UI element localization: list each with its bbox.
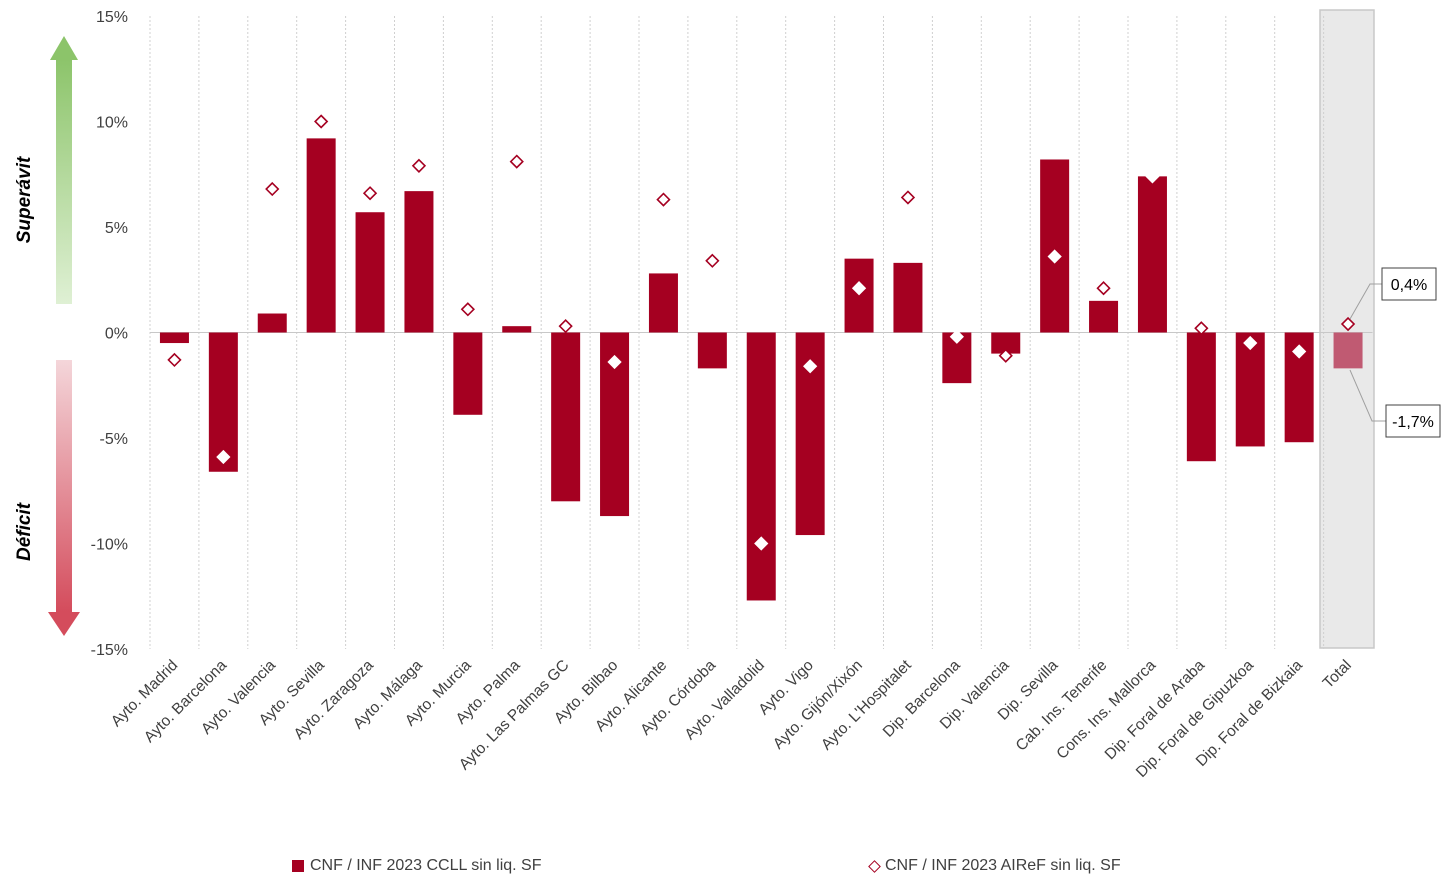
bar bbox=[551, 332, 581, 502]
y-tick-label: 15% bbox=[96, 9, 128, 26]
diamond-marker bbox=[1047, 249, 1062, 264]
callout-airef-total-text: 0,4% bbox=[1391, 277, 1427, 294]
bar bbox=[208, 332, 238, 472]
bar bbox=[1186, 332, 1216, 462]
bar bbox=[502, 326, 532, 333]
legend-item-airef: CNF / INF 2023 AIReF sin liq. SF bbox=[868, 857, 1121, 875]
diamond-marker bbox=[411, 158, 427, 173]
diamond-marker bbox=[216, 449, 231, 465]
diamond-marker bbox=[167, 352, 182, 368]
y-axis: 15% 10% 5% 0% -5% -10% -15% bbox=[91, 9, 128, 659]
callout-ccll-total-text: -1,7% bbox=[1392, 414, 1434, 431]
bar bbox=[159, 332, 189, 344]
diamond-marker bbox=[460, 302, 475, 317]
legend-item-ccll: CNF / INF 2023 CCLL sin liq. SF bbox=[292, 857, 541, 875]
x-tick-label: Ayto. Gijón/Xixón bbox=[770, 657, 866, 753]
diamond-marker bbox=[998, 348, 1013, 363]
x-tick-label: Cab. Ins. Tenerife bbox=[1013, 657, 1111, 755]
legend-ccll-label: CNF / INF 2023 CCLL sin liq. SF bbox=[310, 857, 542, 874]
diamond-marker bbox=[754, 536, 769, 551]
bar bbox=[257, 313, 287, 333]
gridlines bbox=[149, 16, 1373, 649]
diamond-marker bbox=[607, 354, 622, 370]
diamond-marker bbox=[949, 329, 964, 344]
diamond-marker bbox=[705, 253, 720, 268]
y-tick-label: -10% bbox=[91, 537, 128, 554]
bar bbox=[404, 191, 434, 333]
x-tick-label: Total bbox=[1320, 657, 1355, 692]
bar bbox=[844, 258, 874, 333]
deficit-arrow-icon bbox=[48, 360, 80, 636]
diamond-marker bbox=[851, 281, 867, 296]
diamond-marker bbox=[1292, 344, 1307, 359]
x-tick-label: Ayto. L'Hospitalet bbox=[818, 656, 915, 753]
diamond-marker bbox=[1145, 169, 1160, 184]
y-tick-label: 10% bbox=[96, 115, 128, 132]
diamond-marker bbox=[656, 192, 671, 207]
bar bbox=[1089, 300, 1119, 333]
callout-ccll-total: -1,7% bbox=[1349, 369, 1441, 438]
diamond-marker bbox=[900, 190, 916, 205]
y-tick-label: 5% bbox=[105, 220, 128, 237]
diamond-marker bbox=[1194, 321, 1209, 336]
bar bbox=[746, 332, 776, 601]
diamond-marker bbox=[1096, 281, 1111, 296]
bar bbox=[453, 332, 483, 415]
bar bbox=[991, 332, 1021, 354]
legend-bar-swatch bbox=[292, 860, 304, 872]
bar bbox=[1137, 176, 1167, 333]
legend-airef-label: CNF / INF 2023 AIReF sin liq. SF bbox=[885, 857, 1121, 874]
bar-series bbox=[159, 138, 1363, 601]
y-tick-label: 0% bbox=[105, 326, 128, 343]
diamond-marker bbox=[1340, 316, 1356, 332]
diamond-marker bbox=[1243, 335, 1258, 351]
deficit-label: Déficit bbox=[14, 502, 35, 561]
bar bbox=[306, 138, 336, 333]
bar bbox=[1333, 332, 1363, 369]
surplus-arrow-icon bbox=[50, 36, 78, 304]
x-tick-label: Ayto. Barcelona bbox=[141, 657, 230, 746]
diamond-marker bbox=[509, 154, 524, 169]
bar bbox=[1235, 332, 1265, 447]
callout-airef-total: 0,4% bbox=[1349, 267, 1437, 320]
diamond-series bbox=[167, 114, 1356, 551]
surplus-label: Superávit bbox=[14, 156, 35, 243]
bar bbox=[1040, 159, 1070, 333]
diamond-marker bbox=[314, 114, 329, 129]
legend-diamond-swatch bbox=[868, 859, 881, 873]
y-tick-label: -5% bbox=[100, 431, 128, 448]
diamond-marker bbox=[362, 186, 378, 201]
bar bbox=[355, 212, 385, 333]
bar bbox=[893, 262, 923, 333]
diamond-marker bbox=[558, 319, 573, 334]
bar bbox=[648, 273, 678, 333]
bar bbox=[697, 332, 727, 369]
diamond-marker bbox=[265, 181, 280, 197]
y-tick-label: -15% bbox=[91, 642, 128, 659]
diamond-marker bbox=[803, 359, 818, 374]
